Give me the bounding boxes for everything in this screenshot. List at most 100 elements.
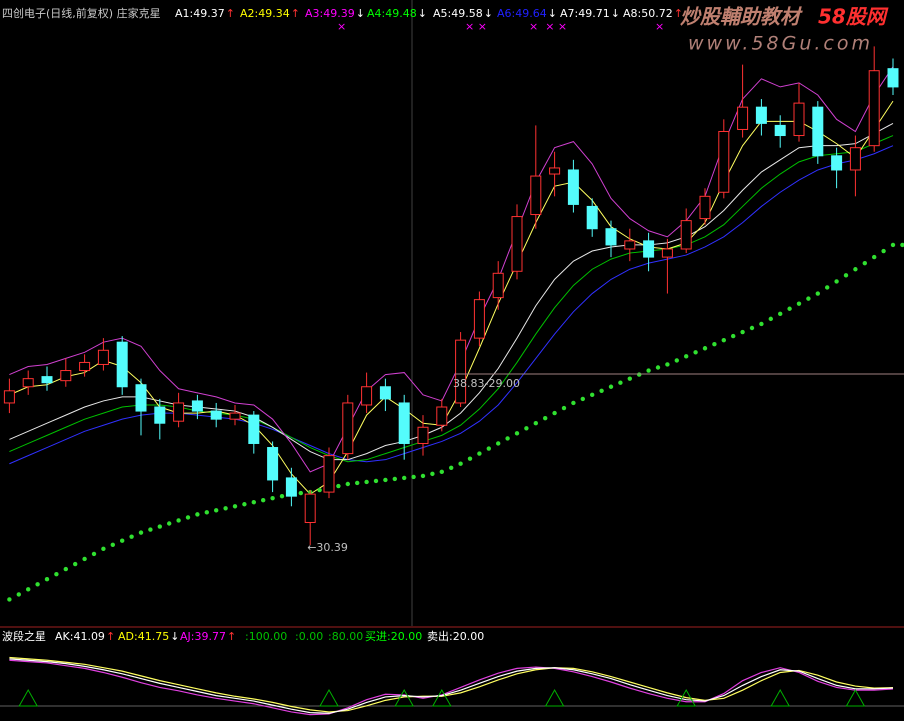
trend-dot — [749, 325, 755, 331]
trend-dot — [787, 306, 792, 311]
legend-item: A3:49.39 — [305, 7, 355, 20]
legend-item: A7:49.71 — [560, 7, 610, 20]
candle-body — [22, 378, 34, 388]
trend-dot — [533, 421, 538, 426]
legend-arrow: ↑ — [291, 7, 300, 20]
trend-dot — [815, 291, 820, 296]
legend-arrow: ↓ — [484, 7, 493, 20]
lower-legend-item: :100.00 — [245, 630, 287, 643]
candle-body — [60, 370, 72, 382]
candle-body — [173, 402, 185, 422]
trend-dot — [514, 431, 520, 436]
lower-legend-item: 卖出:20.00 — [427, 629, 484, 643]
legend-arrow: ↓ — [548, 7, 557, 20]
candle-body — [643, 240, 655, 258]
trend-dot — [195, 512, 200, 517]
trend-dot — [580, 396, 585, 402]
trend-dot — [157, 524, 162, 529]
trend-dot — [120, 538, 125, 543]
trend-dot — [364, 479, 369, 485]
trend-dot — [54, 571, 59, 577]
trend-dot — [702, 346, 708, 351]
candle-body — [511, 216, 523, 272]
signal-mark: × × × — [529, 20, 567, 33]
trend-dot — [270, 495, 275, 501]
trend-dot — [383, 477, 388, 483]
buy-signal — [319, 688, 339, 707]
trend-dot — [486, 446, 491, 451]
ma-line — [9, 66, 894, 473]
candle-body — [755, 106, 767, 124]
trend-dot — [223, 506, 228, 511]
candle-body — [661, 248, 673, 258]
trend-dot — [843, 273, 849, 278]
candle-body — [473, 299, 485, 339]
trend-dot — [806, 296, 811, 301]
lower-legend-arrow: ↑ — [106, 630, 115, 643]
trend-dot — [73, 561, 78, 567]
candle-body — [210, 410, 222, 420]
candle-body — [849, 147, 861, 171]
trend-dot — [759, 321, 764, 327]
trend-dot — [731, 333, 736, 339]
trend-dot — [232, 504, 238, 509]
candle-body — [737, 106, 749, 130]
candle-body — [455, 339, 467, 404]
trend-dot — [796, 301, 802, 306]
trend-dot — [467, 456, 473, 461]
candle-body — [248, 414, 260, 444]
chart-title: 四创电子(日线,前复权) 庄家克星 — [2, 6, 161, 20]
candle-body — [567, 169, 579, 205]
candle-body — [793, 102, 805, 137]
trend-dot — [101, 546, 106, 552]
candle-body — [492, 272, 504, 299]
trend-dot — [298, 490, 303, 496]
trend-dot — [853, 267, 858, 272]
candle-body — [304, 493, 316, 523]
trend-dot — [665, 362, 670, 367]
legend-item: A2:49.34 — [240, 7, 290, 20]
lower-legend-item: AD:41.75 — [118, 630, 169, 643]
trend-dot — [16, 592, 21, 597]
candle-body — [342, 402, 354, 455]
candle-body — [191, 400, 203, 412]
trend-dot — [825, 285, 830, 290]
trend-dot — [63, 566, 68, 572]
trend-dot — [477, 451, 482, 456]
lower-legend-item: AJ:39.77 — [180, 630, 226, 643]
trend-dot — [590, 392, 595, 398]
candle-body — [285, 477, 297, 497]
candle-body — [97, 349, 109, 365]
legend-arrow: ↑ — [226, 7, 235, 20]
trend-dot — [336, 483, 341, 489]
trend-dot — [618, 380, 623, 385]
legend-item: A8:50.72 — [623, 7, 673, 20]
lower-legend-item: :80.00 — [328, 630, 363, 643]
candle-body — [417, 426, 429, 444]
lower-legend-item: AK:41.09 — [55, 630, 105, 643]
candle-body — [624, 240, 636, 250]
legend-arrow: ↓ — [418, 7, 427, 20]
candle-body — [229, 412, 241, 420]
trend-dot — [110, 542, 116, 547]
trend-dot — [129, 534, 134, 539]
ma-line — [9, 135, 894, 463]
candle-body — [3, 390, 15, 404]
trend-dot — [439, 469, 444, 475]
trend-dot — [44, 577, 50, 582]
candle-body — [718, 130, 730, 193]
trend-dot — [637, 372, 642, 377]
legend-arrow: ↓ — [356, 7, 365, 20]
trend-dot — [608, 384, 614, 389]
indicator-line — [9, 658, 894, 714]
lower-legend-arrow: ↓ — [170, 630, 179, 643]
trend-dot — [655, 365, 661, 370]
trend-dot — [345, 481, 350, 487]
trend-dot — [834, 279, 839, 284]
trend-dot — [684, 354, 689, 359]
candle-body — [868, 70, 880, 147]
candle-body — [549, 167, 561, 175]
